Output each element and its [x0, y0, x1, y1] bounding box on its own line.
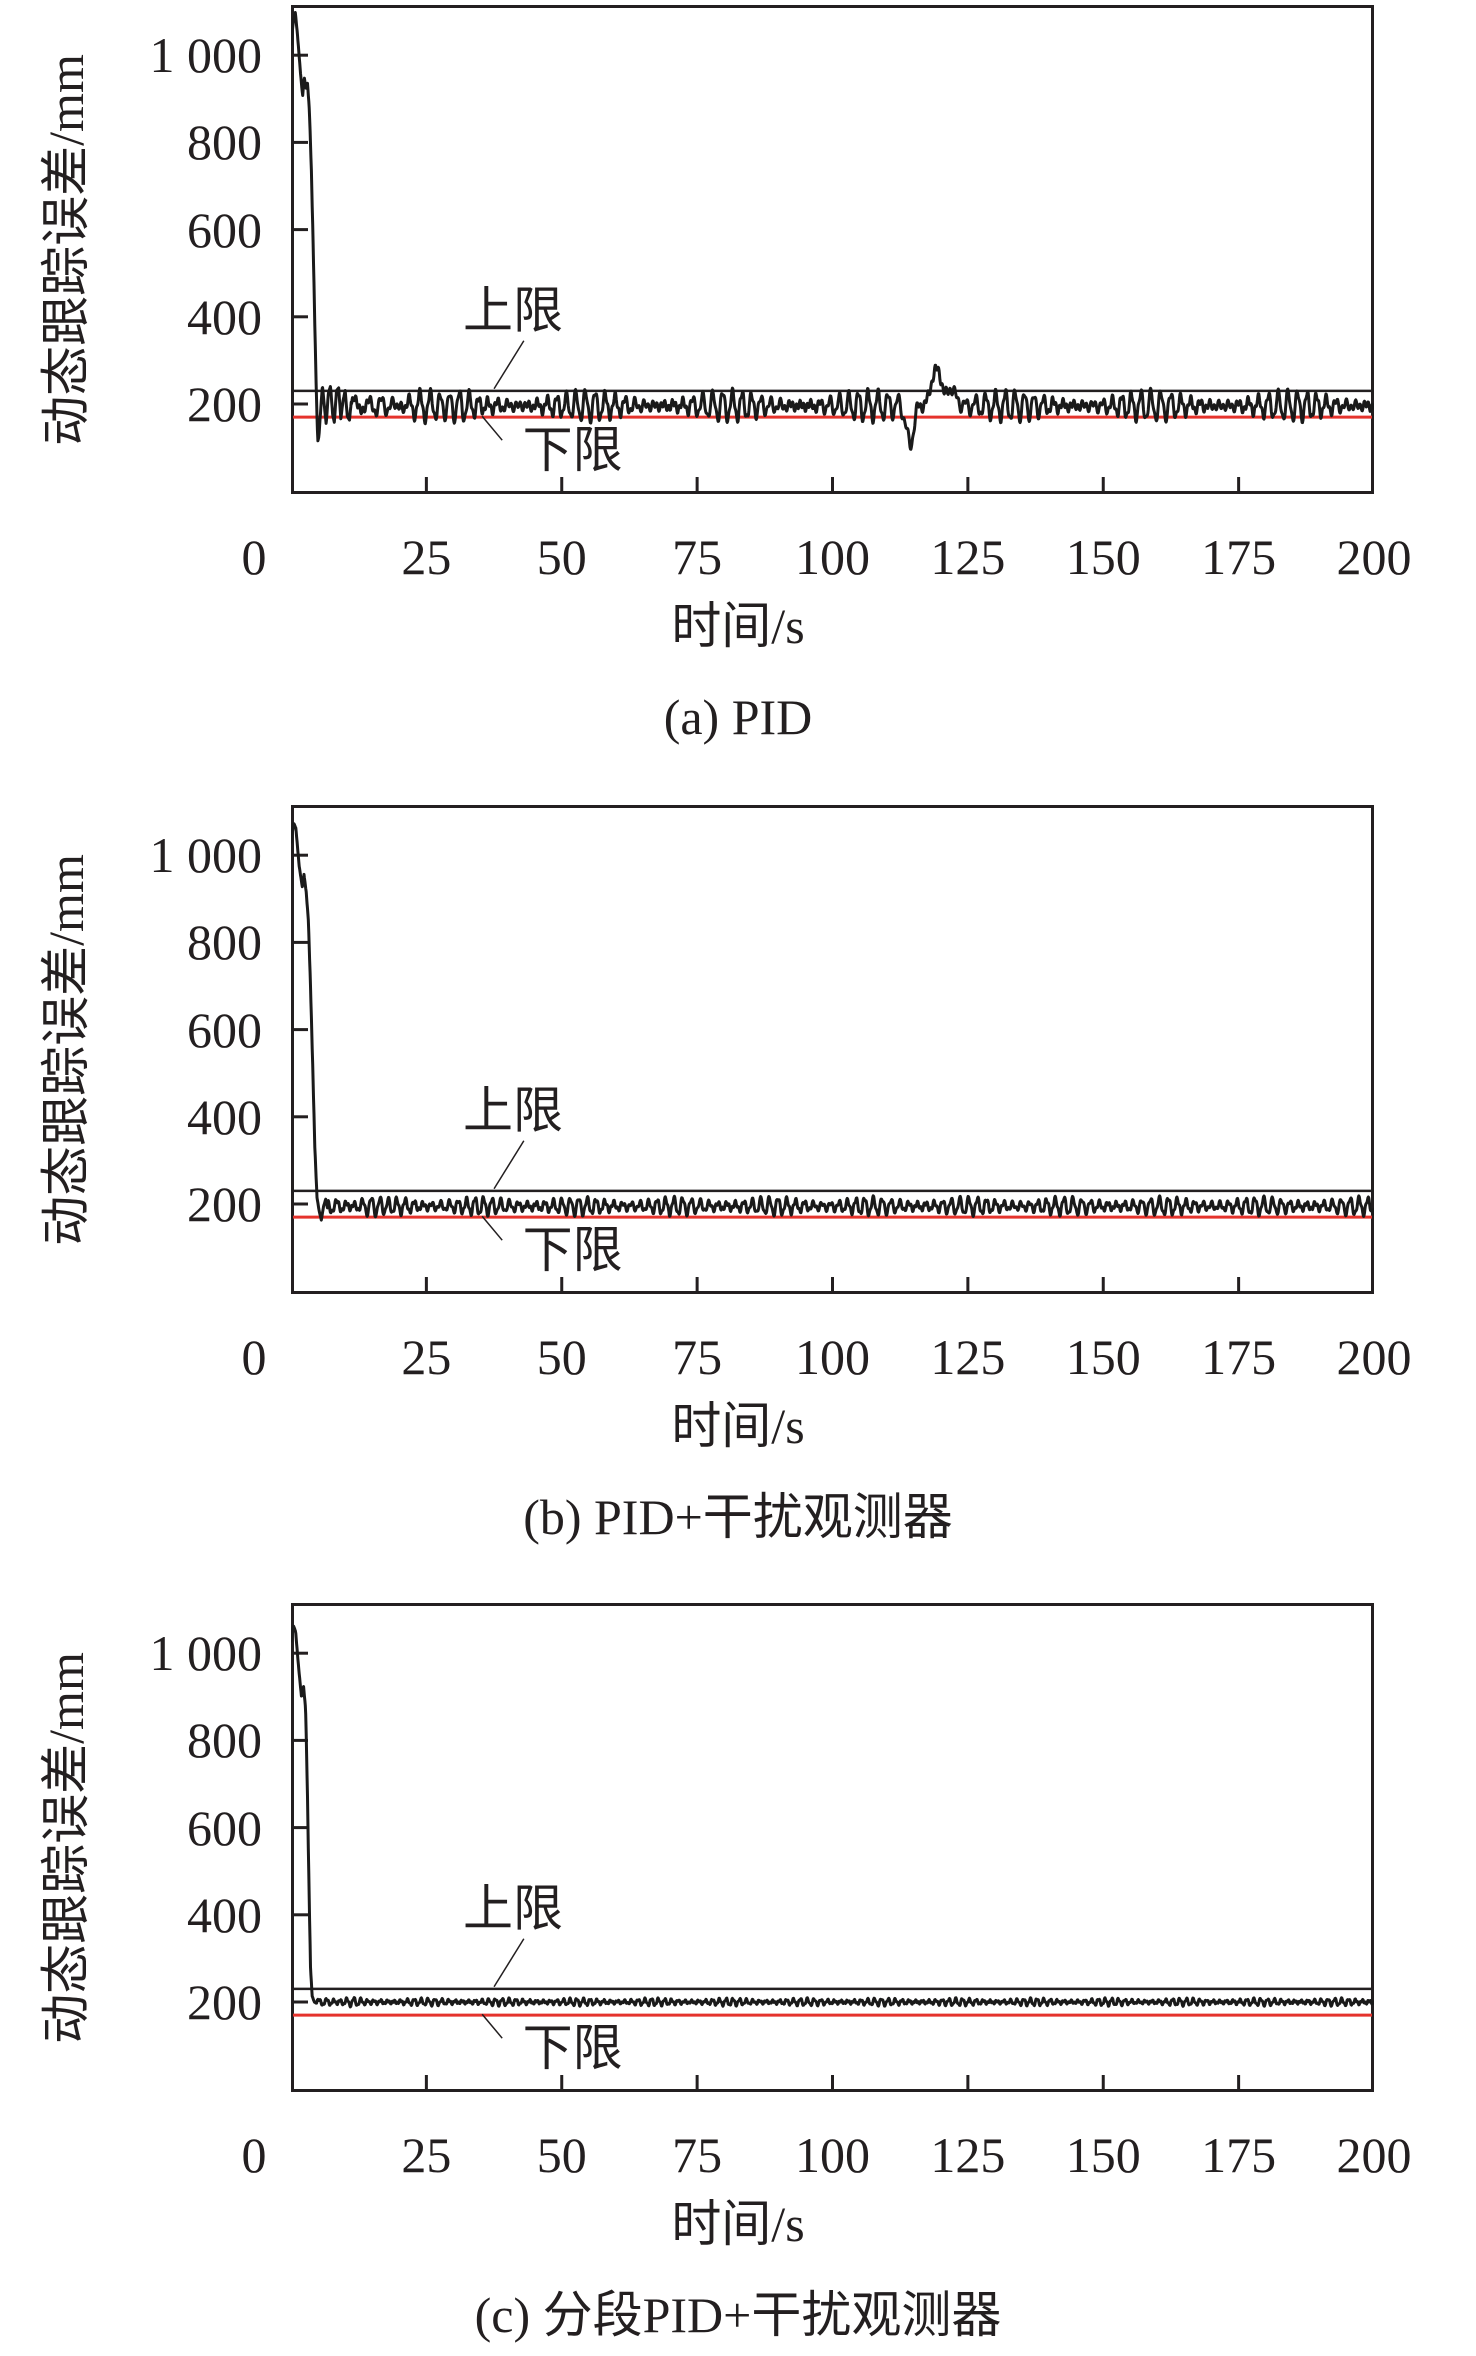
plot-frame: [291, 5, 1374, 494]
x-tick-label: 100: [795, 2127, 870, 2183]
y-tick-label: 600: [187, 201, 262, 258]
x-tick-label: 125: [930, 529, 1006, 585]
signal-line: [291, 1624, 1374, 2009]
x-tick-label: 0: [241, 1329, 267, 1385]
y-tick-label: 600: [187, 1799, 262, 1856]
x-axis-title: 时间/s: [671, 2196, 805, 2252]
y-tick-label: 1 000: [149, 1625, 263, 1682]
x-tick-label: 75: [672, 2127, 723, 2183]
x-tick-label: 50: [536, 1329, 587, 1385]
y-tick-labels: 200 400 600 800 1 000: [0, 805, 272, 1294]
x-tick-label: 0: [241, 529, 267, 585]
chart-caption: (a) PID: [663, 689, 813, 745]
x-tick-label: 75: [672, 1329, 723, 1385]
lower-limit-leader-line: [481, 1215, 503, 1241]
x-tick-label: 50: [536, 529, 587, 585]
y-tick-label: 600: [187, 1001, 262, 1058]
y-tick-label: 800: [187, 114, 262, 171]
chart-panel-b: 动态跟踪误差/mm 200 400 600 800 1 000 上限 下限 0 25 50 75…: [0, 800, 1476, 1600]
x-tick-label: 200: [1336, 529, 1412, 585]
x-tick-label: 125: [930, 2127, 1006, 2183]
upper-limit-label: 上限: [463, 1880, 563, 1936]
upper-limit-leader-line: [493, 1140, 525, 1190]
y-tick-label: 200: [187, 1176, 262, 1232]
lower-limit-label: 下限: [523, 2020, 623, 2076]
y-tick-label: 1 000: [149, 27, 263, 84]
x-axis-title: 时间/s: [671, 1398, 805, 1454]
chart-caption: (c) 分段PID+干扰观测器: [474, 2287, 1002, 2343]
x-tick-label: 50: [536, 2127, 587, 2183]
x-tick-labels: 0 25 50 75 100 125 150 175 200: [242, 2103, 1412, 2181]
chart-panel-a: 动态跟踪误差/mm 200 400 600 800 1 000 上限 下限 0 25 50 75…: [0, 0, 1476, 800]
lower-limit-label: 下限: [523, 422, 623, 478]
upper-limit-label: 上限: [463, 1082, 563, 1138]
chart-panel-c: 动态跟踪误差/mm 200 400 600 800 1 000 上限 下限 0 25 50 75…: [0, 1598, 1476, 2356]
x-tick-label: 25: [401, 529, 452, 585]
signal-line: [291, 11, 1374, 451]
upper-limit-label: 上限: [463, 282, 563, 338]
chart-caption: (b) PID+干扰观测器: [523, 1489, 953, 1545]
lower-limit-leader-line: [481, 2013, 503, 2039]
x-tick-label: 175: [1201, 2127, 1277, 2183]
y-tick-label: 1 000: [149, 827, 263, 884]
y-tick-label: 200: [187, 1974, 262, 2030]
y-tick-label: 400: [187, 1088, 262, 1145]
x-tick-label: 150: [1065, 1329, 1141, 1385]
signal-line: [291, 822, 1374, 1222]
plot-frame: [291, 1603, 1374, 2092]
x-tick-label: 175: [1201, 1329, 1277, 1385]
x-tick-label: 125: [930, 1329, 1006, 1385]
y-tick-labels: 200 400 600 800 1 000: [0, 1603, 272, 2092]
lower-limit-leader-line: [481, 415, 503, 441]
x-tick-labels: 0 25 50 75 100 125 150 175 200: [242, 505, 1412, 583]
x-tick-label: 100: [795, 529, 870, 585]
y-tick-labels: 200 400 600 800 1 000: [0, 5, 272, 494]
x-tick-label: 150: [1065, 529, 1141, 585]
x-axis-title: 时间/s: [671, 598, 805, 654]
x-tick-label: 100: [795, 1329, 870, 1385]
x-tick-label: 150: [1065, 2127, 1141, 2183]
x-tick-label: 0: [241, 2127, 267, 2183]
x-tick-label: 200: [1336, 1329, 1412, 1385]
upper-limit-leader-line: [493, 340, 525, 390]
y-tick-label: 800: [187, 914, 262, 971]
x-tick-label: 75: [672, 529, 723, 585]
x-tick-label: 200: [1336, 2127, 1412, 2183]
lower-limit-label: 下限: [523, 1222, 623, 1278]
y-tick-label: 400: [187, 288, 262, 345]
x-tick-label: 175: [1201, 529, 1277, 585]
x-tick-label: 25: [401, 1329, 452, 1385]
upper-limit-leader-line: [493, 1938, 525, 1988]
x-tick-labels: 0 25 50 75 100 125 150 175 200: [242, 1305, 1412, 1383]
plot-frame: [291, 805, 1374, 1294]
y-tick-label: 400: [187, 1886, 262, 1943]
y-tick-label: 200: [187, 376, 262, 432]
y-tick-label: 800: [187, 1712, 262, 1769]
x-tick-label: 25: [401, 2127, 452, 2183]
